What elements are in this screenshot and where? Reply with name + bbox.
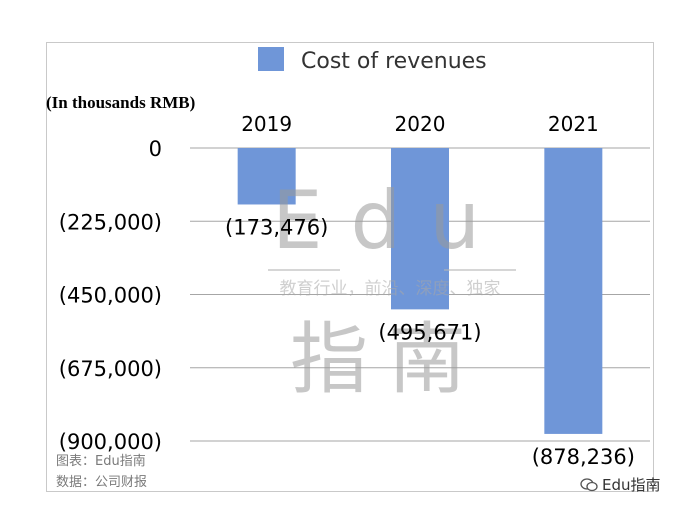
- labels: 0 (225,000) (450,000) (675,000) (900,000) 201…: [59, 112, 635, 469]
- y-tick-label: (450,000): [59, 284, 162, 308]
- unit-label: (In thousands RMB): [46, 93, 196, 112]
- bar: [391, 148, 449, 310]
- x-tick-label: 2019: [241, 112, 292, 136]
- x-tick-label: 2020: [395, 112, 446, 136]
- watermark: Edu 教育行业，前沿、深度、独家 指南: [268, 174, 516, 405]
- data-label: (173,476): [225, 215, 328, 239]
- legend-label: Cost of revenues: [301, 49, 487, 74]
- bar: [544, 148, 603, 434]
- bar: [237, 148, 296, 205]
- y-tick-label: (225,000): [59, 210, 162, 234]
- data-source: 数据：公司财报: [56, 475, 148, 490]
- legend-swatch: [258, 47, 284, 71]
- x-tick-label: 2021: [548, 112, 599, 136]
- brand-badge: Edu指南: [580, 474, 661, 495]
- watermark-zhinan-text: 指南: [290, 315, 486, 405]
- y-tick-label: (675,000): [59, 357, 162, 381]
- watermark-tagline: 教育行业，前沿、深度、独家: [280, 279, 501, 299]
- wechat-icon: [580, 477, 598, 491]
- legend: Cost of revenues: [258, 47, 487, 74]
- y-tick-label: (900,000): [59, 430, 162, 454]
- bars: [237, 148, 603, 434]
- brand-text: Edu指南: [602, 476, 661, 494]
- watermark-edu-text: Edu: [272, 174, 508, 267]
- chart-credit: 图表：Edu指南: [56, 454, 146, 469]
- data-label: (878,236): [532, 445, 635, 469]
- data-label: (495,671): [378, 320, 481, 344]
- y-tick-label: 0: [149, 137, 162, 161]
